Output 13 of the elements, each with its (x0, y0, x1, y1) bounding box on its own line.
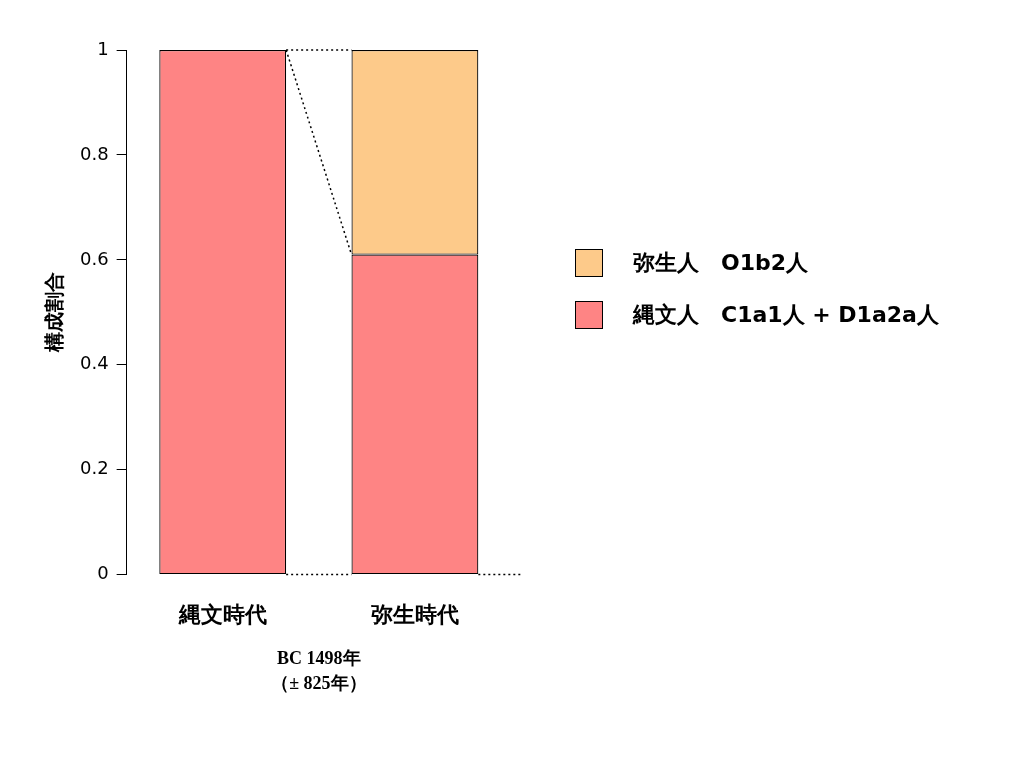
y-tick-label: 0.4 (79, 352, 109, 374)
y-tick-label: 0 (97, 562, 109, 584)
text: 縄文人 C1a1人 + D1a2a人 (633, 301, 939, 329)
y-tick-label: 1 (97, 37, 109, 59)
legend-label: 弥生人 O1b2人 (633, 249, 809, 277)
y-tick-label: 0.6 (79, 247, 109, 269)
text: BC 1498年 (277, 648, 361, 669)
x-tick-label: 弥生時代 (370, 601, 459, 627)
y-tick-label: 0.8 (79, 142, 109, 164)
text: （± 825年） (271, 673, 367, 694)
x-tick-label: 縄文時代 (177, 601, 267, 627)
y-axis-title: 構成割合 (42, 272, 67, 354)
y-tick-label: 0.2 (79, 457, 109, 479)
